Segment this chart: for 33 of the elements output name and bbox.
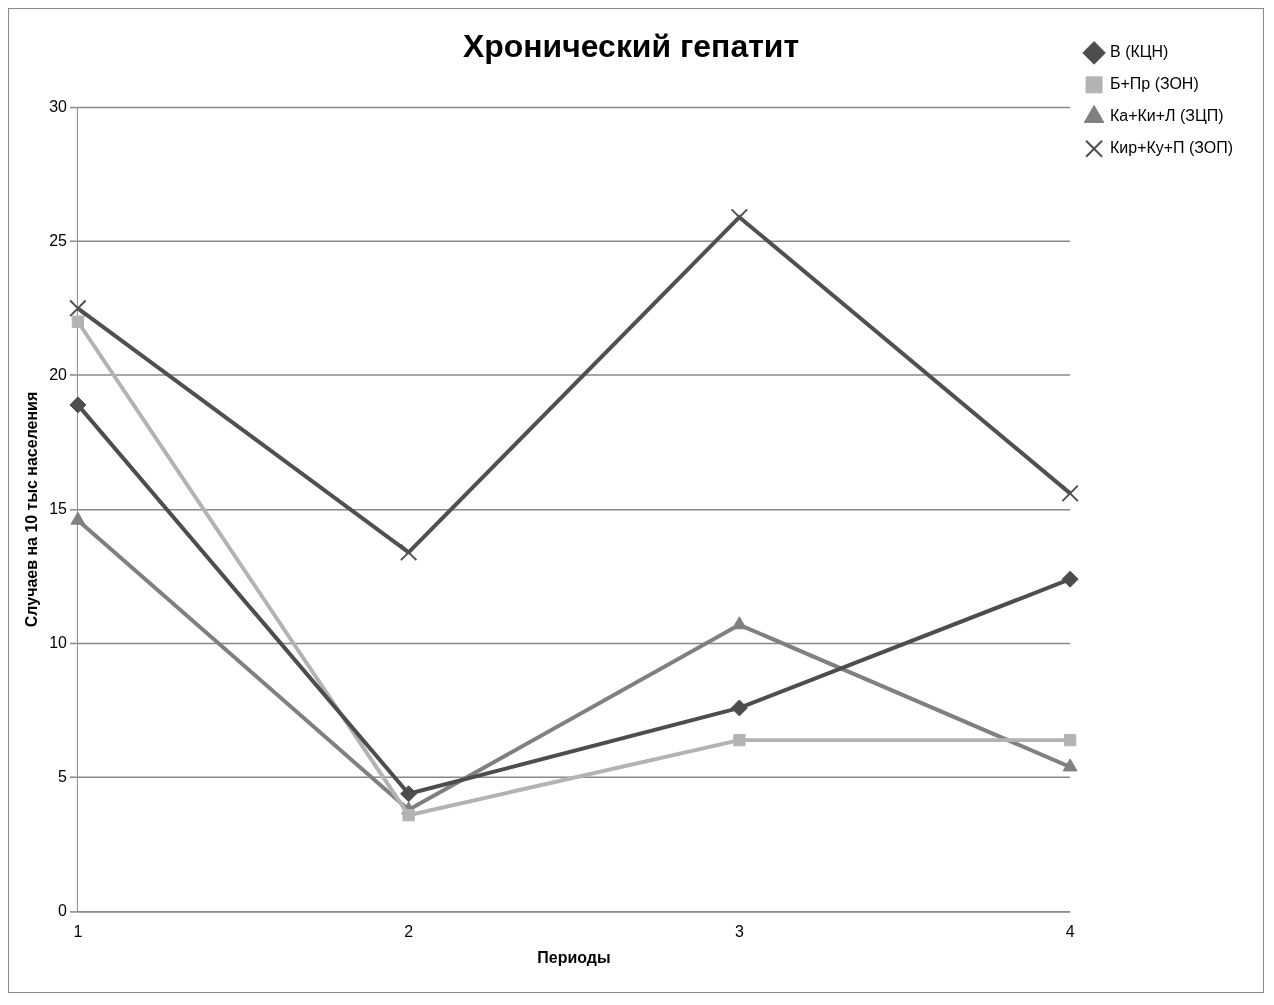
y-tick-label: 20	[49, 365, 68, 383]
point	[399, 543, 418, 562]
legend-label: Кир+Ку+П (ЗОП)	[1110, 139, 1234, 157]
legend-label: Ка+Ки+Л (ЗЦП)	[1110, 107, 1224, 125]
point	[1061, 484, 1079, 503]
legend-label: В (КЦН)	[1110, 43, 1169, 61]
y-axis-title: Случаев на 10 тыс населения	[22, 391, 40, 628]
point	[730, 208, 749, 226]
point	[71, 315, 85, 328]
y-tick-label: 15	[49, 499, 68, 517]
point	[400, 785, 418, 803]
x-tick-label: 4	[1065, 922, 1075, 940]
chart-title: Хронический гепатит	[462, 27, 800, 64]
legend-label: Б+Пр (ЗОН)	[1110, 75, 1199, 93]
y-tick-label: 0	[58, 902, 68, 920]
y-tick-label: 5	[58, 768, 68, 786]
point	[402, 809, 415, 822]
point	[69, 299, 87, 318]
point	[69, 396, 87, 414]
y-tick-label: 30	[49, 97, 68, 115]
point	[1062, 758, 1078, 772]
x-tick-label: 1	[73, 922, 83, 940]
point	[70, 511, 86, 525]
x-tick-label: 3	[734, 922, 744, 940]
point	[1061, 570, 1079, 588]
x-axis-title: Периоды	[537, 948, 611, 966]
y-tick-label: 10	[49, 633, 68, 651]
x-tick-label: 2	[404, 922, 414, 940]
y-tick-label: 25	[49, 231, 68, 249]
point	[731, 616, 747, 630]
point	[733, 733, 746, 747]
point	[730, 699, 748, 717]
point	[1063, 733, 1077, 747]
